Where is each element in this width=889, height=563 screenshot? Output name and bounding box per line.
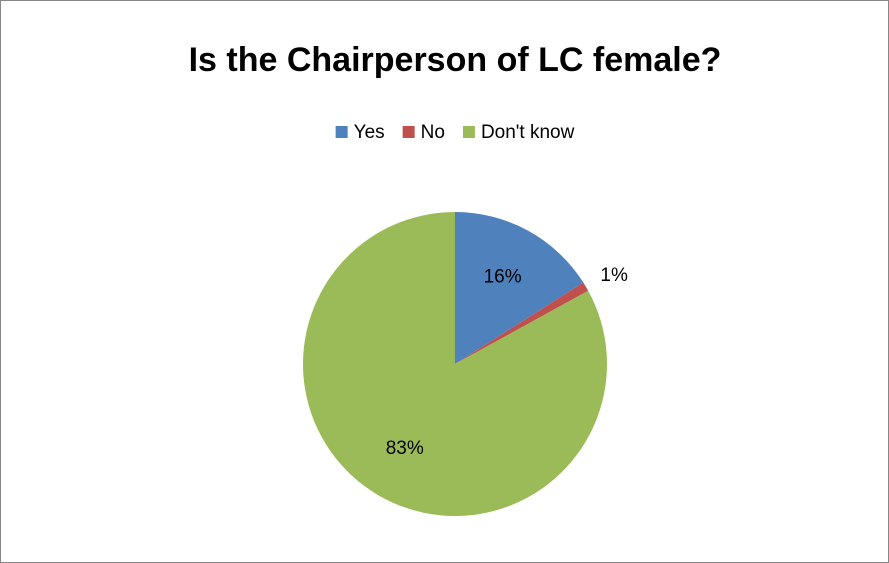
pie-slice [455,212,584,364]
legend-label: Don't know [481,122,575,143]
legend-swatch [462,126,475,138]
data-label: 83% [386,438,424,459]
legend-swatch [402,126,415,138]
legend-swatch [335,126,348,138]
legend-label: No [421,122,445,143]
chart-title: Is the Chairperson of LC female? [189,41,722,79]
pie-slice [303,212,608,516]
pie-slice [455,282,589,364]
data-label: 16% [484,266,522,287]
legend-label: Yes [354,122,385,143]
data-label: 1% [600,265,628,286]
